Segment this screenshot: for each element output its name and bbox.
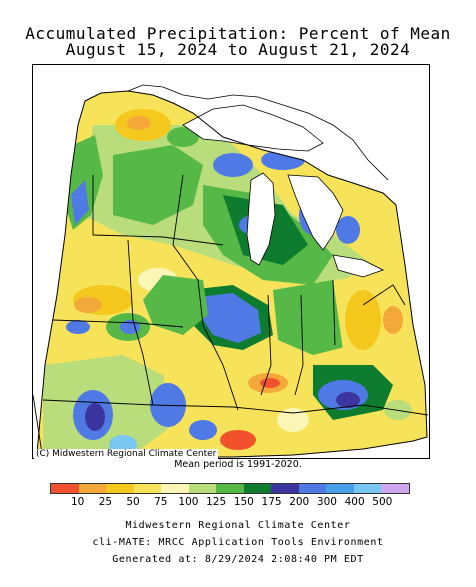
- map-title: Accumulated Precipitation: Percent of Me…: [25, 24, 451, 43]
- great-lakes: [182, 104, 385, 278]
- legend-swatch: [51, 484, 79, 493]
- footer-tool: cli-MATE: MRCC Application Tools Environ…: [92, 537, 384, 548]
- map-date-range: August 15, 2024 to August 21, 2024: [65, 40, 411, 59]
- legend-swatch: [133, 484, 162, 493]
- legend-swatch: [271, 484, 299, 493]
- legend-label: 75: [154, 496, 168, 508]
- precipitation-map: [32, 64, 430, 459]
- legend-label: 25: [98, 496, 113, 508]
- legend-label: 400: [344, 496, 365, 508]
- map-canvas: [33, 84, 429, 458]
- legend-swatch: [298, 484, 327, 493]
- legend-swatch: [78, 484, 107, 493]
- legend-label: 150: [233, 496, 254, 508]
- legend-label: 100: [178, 496, 199, 508]
- color-legend: [50, 483, 410, 494]
- lake-superior: [182, 104, 324, 152]
- legend-labels: 10 25 50 75 100 125 150 175 200 300 400 500: [50, 496, 410, 510]
- canada-outline: [127, 84, 389, 181]
- legend-label: 300: [316, 496, 337, 508]
- legend-swatch: [243, 484, 272, 493]
- legend-label: 200: [289, 496, 310, 508]
- legend-label: 175: [261, 496, 282, 508]
- legend-label: 50: [126, 496, 140, 508]
- mean-period-note: Mean period is 1991-2020.: [174, 459, 302, 470]
- legend-swatch: [326, 484, 354, 493]
- copyright-notice: (C) Midwestern Regional Climate Center: [34, 449, 219, 459]
- legend-swatch: [353, 484, 382, 493]
- legend-swatch: [381, 484, 409, 493]
- footer-generated: Generated at: 8/29/2024 2:08:40 PM EDT: [112, 554, 364, 565]
- lake-huron: [287, 174, 344, 251]
- legend-label: 500: [372, 496, 393, 508]
- legend-swatch: [161, 484, 189, 493]
- legend-swatch: [216, 484, 244, 493]
- legend-swatch: [106, 484, 134, 493]
- state-boundaries: [33, 174, 429, 458]
- legend-label: 125: [206, 496, 227, 508]
- footer-center: Midwestern Regional Climate Center: [125, 520, 351, 531]
- lake-erie: [332, 254, 385, 278]
- legend-label: 10: [71, 496, 85, 508]
- lake-michigan: [246, 172, 276, 266]
- region-outline: [36, 90, 428, 458]
- legend-swatch: [188, 484, 217, 493]
